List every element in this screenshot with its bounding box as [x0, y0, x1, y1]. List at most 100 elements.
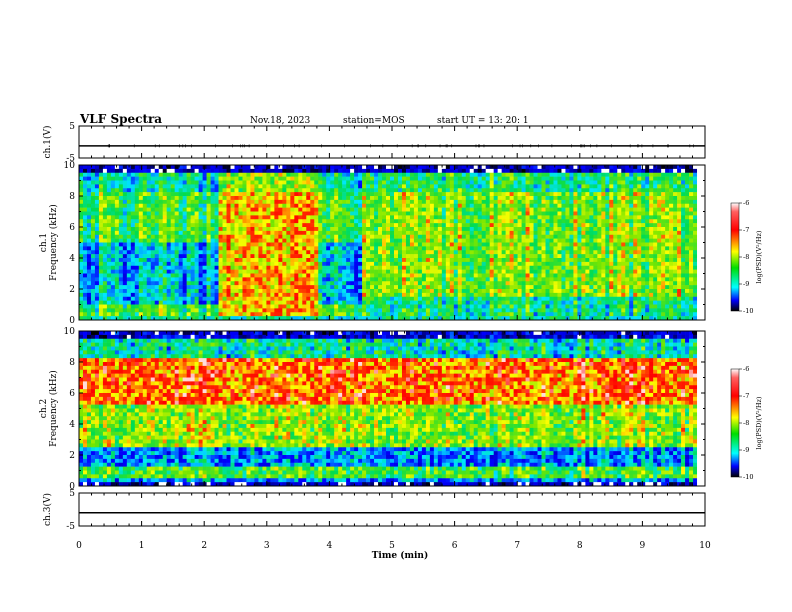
- ch1-spectrogram-cell: [298, 316, 303, 320]
- ch1-spectrogram-cell: [421, 285, 427, 290]
- ch1-spectrogram-cell: [174, 168, 179, 174]
- ch1-spectrogram-cell: [302, 219, 307, 224]
- ch1-spectrogram-cell: [326, 172, 331, 177]
- ch1-spectrogram-cell: [405, 219, 411, 224]
- ch1-spectrogram-cell: [258, 289, 263, 294]
- ch1-spectrogram-cell: [102, 292, 108, 298]
- ch1-spectrogram-cell: [282, 211, 287, 216]
- ch1-spectrogram-cell: [182, 199, 187, 205]
- ch1-spectrogram-cell: [393, 316, 399, 320]
- ch1-spectrogram-cell: [306, 184, 311, 189]
- ch1-spectrogram-cell: [366, 281, 371, 286]
- ch1-spectrogram-cell: [569, 172, 574, 177]
- ch1-spectrogram-cell: [314, 172, 319, 177]
- ch1-spectrogram-cell: [214, 234, 219, 239]
- ch1-spectrogram-cell: [501, 312, 506, 317]
- ch1-spectrogram-cell: [417, 219, 423, 224]
- ch1-spectrogram-cell: [433, 196, 439, 201]
- ch1-spectrogram-cell: [553, 203, 558, 208]
- ch1-spectrogram-cell: [545, 184, 550, 189]
- ch1-spectrogram-cell: [425, 296, 431, 301]
- ch1-spectrogram-cell: [214, 215, 219, 220]
- ch1-spectrogram-cell: [254, 234, 259, 239]
- ch1-spectrogram-cell: [170, 304, 175, 309]
- ch1-spectrogram-cell: [254, 207, 259, 212]
- ch1-spectrogram-cell: [222, 184, 227, 189]
- ch1-spectrogram-cell: [298, 304, 303, 309]
- ch1-spectrogram-cell: [425, 234, 431, 239]
- ch1-spectrogram-cell: [489, 207, 494, 212]
- ch1-spectrogram-cell: [154, 254, 160, 259]
- ch1-spectrogram-cell: [150, 304, 156, 309]
- ch1-spectrogram-cell: [481, 234, 486, 239]
- ch1-spectrogram-cell: [162, 312, 168, 317]
- ch1-spectrogram-cell: [477, 230, 483, 236]
- ch1-spectrogram-cell: [79, 180, 84, 185]
- ch1-spectrogram-cell: [90, 184, 96, 189]
- ch1-spectrogram-cell: [286, 308, 291, 313]
- ch1-spectrogram-cell: [146, 273, 152, 278]
- ch1-spectrogram-cell: [134, 304, 140, 309]
- ch1-spectrogram-cell: [469, 180, 475, 185]
- ch1-spectrogram-cell: [569, 192, 574, 197]
- ch1-spectrogram-cell: [298, 281, 303, 286]
- ch1-spectrogram-cell: [314, 168, 319, 174]
- ch1-spectrogram-cell: [533, 296, 538, 301]
- ch1-spectrogram-cell: [366, 265, 371, 270]
- ch1-spectrogram-cell: [397, 227, 403, 232]
- ch1-spectrogram-cell: [362, 289, 367, 294]
- ch1-spectrogram-cell: [437, 168, 443, 174]
- ch1-spectrogram-cell: [142, 207, 148, 212]
- ch1-spectrogram-cell: [525, 211, 530, 216]
- ch1-spectrogram-cell: [186, 199, 191, 205]
- ch1-spectrogram-cell: [481, 312, 486, 317]
- ch1-spectrogram-cell: [553, 281, 558, 286]
- ch1-spectrogram-cell: [378, 265, 383, 270]
- ch1-spectrogram-cell: [282, 281, 287, 286]
- ch1-spectrogram-cell: [230, 292, 235, 298]
- ch1-spectrogram-cell: [545, 223, 550, 228]
- ch1-spectrogram-cell: [318, 265, 323, 270]
- ch1-spectrogram-cell: [477, 242, 483, 247]
- ch1-spectrogram-cell: [553, 277, 558, 282]
- ch1-spectrogram-cell: [170, 219, 175, 224]
- ch1-spectrogram-cell: [374, 184, 379, 189]
- ch1-spectrogram-cell: [517, 211, 522, 216]
- ch1-spectrogram-cell: [90, 199, 96, 205]
- ch1-spectrogram-cell: [106, 265, 112, 270]
- ch1-spectrogram-cell: [326, 184, 331, 189]
- ch1-spectrogram-cell: [210, 300, 215, 305]
- ch1-spectrogram-cell: [102, 300, 108, 305]
- ch1-spectrogram-cell: [158, 180, 164, 185]
- ch1-spectrogram-cell: [166, 300, 172, 305]
- ch1-spectrogram-cell: [409, 312, 415, 317]
- ch1-spectrogram-cell: [437, 285, 443, 290]
- ch1-spectrogram-cell: [485, 192, 490, 197]
- ch1-spectrogram-cell: [178, 292, 183, 298]
- ch1-spectrogram-cell: [350, 165, 355, 170]
- ch1-spectrogram-cell: [174, 312, 179, 317]
- ch1-spectrogram-cell: [561, 168, 566, 174]
- ch1-spectrogram-cell: [465, 192, 471, 197]
- ch1-spectrogram-cell: [453, 292, 459, 298]
- ch1-spectrogram-cell: [270, 269, 275, 274]
- ch1-spectrogram-cell: [477, 203, 483, 208]
- ch1-spectrogram-cell: [162, 308, 168, 313]
- ch1-spectrogram-cell: [382, 273, 387, 278]
- ch1-spectrogram-cell: [469, 289, 475, 294]
- ch1-spectrogram-cell: [445, 242, 451, 247]
- ch1-spectrogram-cell: [497, 168, 502, 174]
- ch1-spectrogram-cell: [266, 300, 271, 305]
- ch1-spectrogram-cell: [122, 238, 128, 243]
- ch1-spectrogram-cell: [110, 188, 116, 193]
- ch1-spectrogram-cell: [198, 273, 203, 278]
- ch1-spectrogram-cell: [130, 215, 136, 220]
- ch1-spectrogram-cell: [481, 196, 486, 201]
- ch1-spectrogram-cell: [409, 308, 415, 313]
- ch1-spectrogram-cell: [186, 203, 191, 208]
- ch1-spectrogram-cell: [366, 168, 371, 174]
- ch1-spectrogram-cell: [310, 304, 315, 309]
- ch1-spectrogram-cell: [338, 250, 343, 255]
- ch1-spectrogram-cell: [541, 296, 546, 301]
- ch1-spectrogram-cell: [374, 192, 379, 197]
